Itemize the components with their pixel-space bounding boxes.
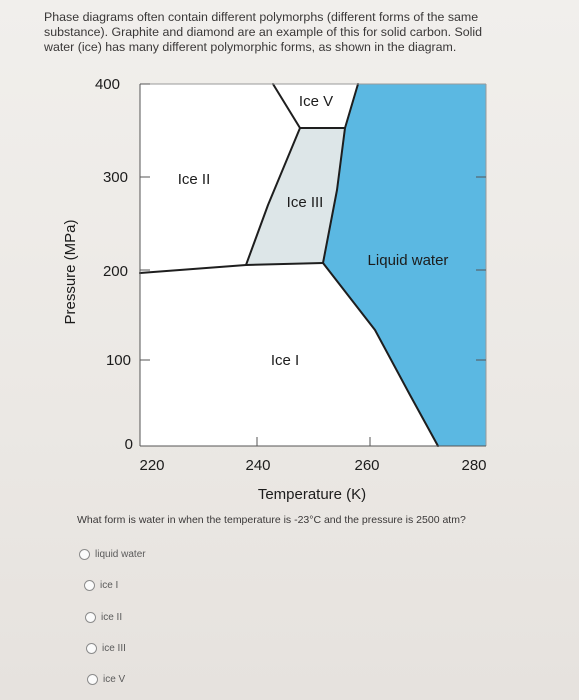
ice-i-label: Ice I: [271, 352, 299, 369]
ice-iii-region: [246, 128, 345, 265]
option-label: liquid water: [95, 549, 146, 560]
option-label: ice III: [102, 643, 126, 654]
radio-button[interactable]: [84, 580, 95, 591]
radio-button[interactable]: [79, 549, 90, 560]
y-tick-label: 0: [125, 436, 133, 453]
option-liquid-water[interactable]: liquid water: [79, 549, 146, 560]
radio-button[interactable]: [86, 643, 97, 654]
ice-v-boundary: [272, 83, 359, 129]
ice-ii-label: Ice II: [178, 171, 211, 188]
radio-button[interactable]: [85, 612, 96, 623]
x-tick-label: 280: [461, 457, 486, 474]
x-tick-label: 240: [245, 457, 270, 474]
option-ice-ii[interactable]: ice II: [85, 612, 122, 623]
option-label: ice I: [100, 580, 119, 591]
question-text: What form is water in when the temperatu…: [77, 514, 466, 526]
y-tick-label: 400: [95, 76, 120, 93]
ice-iii-label: Ice III: [287, 194, 324, 211]
option-ice-i[interactable]: ice I: [84, 580, 118, 591]
liquid-water-label: Liquid water: [368, 252, 449, 269]
x-tick-label: 260: [354, 457, 379, 474]
option-ice-iii[interactable]: ice III: [86, 643, 126, 654]
y-tick-label: 100: [106, 352, 131, 369]
x-tick-label: 220: [139, 457, 164, 474]
phase-diagram: 400 300 200 100 0 220 240 260 280 Temper…: [62, 76, 487, 503]
option-ice-v[interactable]: ice V: [87, 674, 125, 685]
intro-text: Phase diagrams often contain different p…: [44, 10, 483, 54]
y-axis-title: Pressure (MPa): [62, 219, 79, 324]
ice-v-label: Ice V: [299, 93, 333, 110]
ice-ii-iii-boundary: [245, 127, 301, 266]
y-tick-label: 200: [103, 263, 128, 280]
ice-i-upper-boundary: [139, 262, 324, 274]
radio-button[interactable]: [87, 674, 98, 685]
ice-i-liquid-boundary: [322, 262, 439, 447]
option-label: ice V: [103, 674, 126, 685]
ice-iii-liquid-boundary: [322, 127, 346, 264]
x-axis-title: Temperature (K): [258, 486, 366, 503]
option-label: ice II: [101, 612, 123, 623]
liquid-water-region: [323, 84, 486, 446]
y-tick-label: 300: [103, 169, 128, 186]
